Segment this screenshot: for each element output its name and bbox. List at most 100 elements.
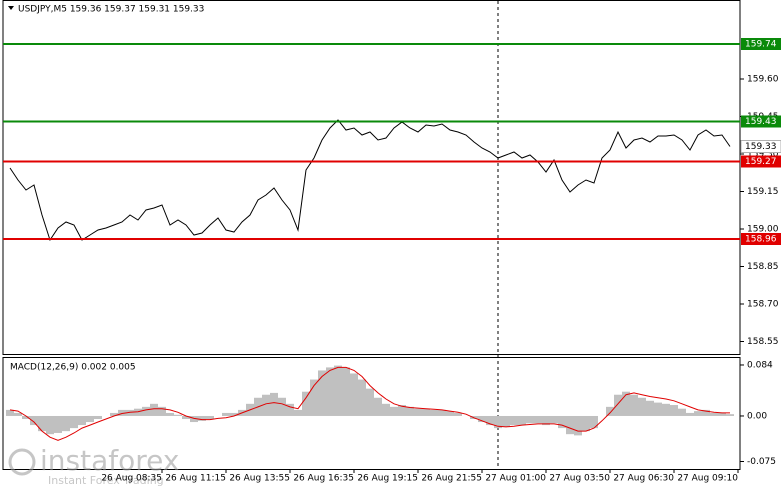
macd-bar <box>422 408 430 416</box>
macd-bar <box>654 402 662 416</box>
macd-bar <box>286 403 294 416</box>
macd-bar <box>150 403 158 416</box>
macd-bar <box>198 415 206 421</box>
macd-bar <box>478 415 486 423</box>
level-box <box>741 233 781 245</box>
level-label: 159.43 <box>745 117 777 127</box>
macd-bar <box>550 415 558 424</box>
y-tick-label: 158.85 <box>747 262 779 272</box>
macd-bar <box>54 415 62 433</box>
macd-bar <box>662 403 670 416</box>
macd-bar <box>510 415 518 426</box>
macd-bar <box>30 415 38 426</box>
current-price-box <box>740 140 781 153</box>
header: USDJPY,M5 159.36 159.37 159.31 159.33 <box>18 5 204 15</box>
x-tick-label: 27 Aug 01:00 <box>485 474 546 484</box>
signal-line <box>9 366 730 441</box>
y-tick-label: 159.60 <box>747 75 779 85</box>
macd-bar <box>702 409 710 416</box>
macd-bar <box>94 415 102 420</box>
x-tick-label: 26 Aug 21:55 <box>421 474 482 484</box>
level-label: 158.96 <box>745 235 777 245</box>
macd-bar <box>622 391 630 416</box>
level-label: 159.74 <box>745 40 777 50</box>
y-tick-label: 0.084 <box>747 360 773 370</box>
macd-bar <box>14 412 22 416</box>
x-tick-label: 27 Aug 09:10 <box>677 474 738 484</box>
macd-bar <box>446 411 454 416</box>
macd-bar <box>206 415 214 420</box>
y-tick-label: -0.075 <box>747 457 776 467</box>
macd-bar <box>630 394 638 416</box>
macd-bar <box>78 415 86 426</box>
macd-bar <box>38 415 46 432</box>
level-box <box>741 38 781 50</box>
macd-bar <box>310 379 318 416</box>
macd-bar <box>62 415 70 432</box>
macd-bar <box>582 415 590 432</box>
macd-bar <box>182 415 190 420</box>
macd-bar <box>158 406 166 416</box>
macd-bar <box>134 408 142 416</box>
x-tick-label: 26 Aug 13:55 <box>229 474 290 484</box>
x-tick-label: 27 Aug 06:30 <box>613 474 674 484</box>
watermark: instaforex Instant Forex Trading <box>8 444 179 487</box>
macd-bar <box>438 409 446 416</box>
macd-bar <box>222 412 230 416</box>
macd-bar <box>502 415 510 427</box>
macd-frame <box>2 357 741 470</box>
y-tick-label: 159.00 <box>747 225 779 235</box>
macd-bar <box>390 406 398 416</box>
level-box <box>741 155 781 168</box>
watermark-logo <box>8 448 36 476</box>
macd-bar <box>558 415 566 429</box>
macd-bar <box>406 406 414 416</box>
macd-bar <box>70 415 78 429</box>
macd-bar <box>118 409 126 416</box>
price-line <box>9 119 731 242</box>
macd-bar <box>694 411 702 416</box>
macd-bar <box>494 415 502 429</box>
x-tick-label: 26 Aug 08:35 <box>101 474 162 484</box>
macd-bar <box>294 409 302 416</box>
macd-bar <box>342 367 350 416</box>
macd-bar <box>414 408 422 416</box>
macd-bar <box>678 408 686 416</box>
macd-bar <box>174 414 182 416</box>
macd-bar <box>334 365 342 416</box>
macd-bar <box>526 415 534 424</box>
watermark-brand: instaforex <box>40 444 179 477</box>
macd-bar <box>110 412 118 416</box>
macd-bar <box>374 397 382 416</box>
macd-bar <box>318 370 326 416</box>
y-tick-label: 158.70 <box>747 300 779 310</box>
macd-bar <box>366 388 374 416</box>
macd-bar <box>6 409 14 416</box>
macd-bar <box>542 415 550 426</box>
macd-bar <box>326 367 334 416</box>
macd-bar <box>86 415 94 423</box>
x-tick-label: 26 Aug 11:15 <box>165 474 226 484</box>
macd-bar <box>398 405 406 416</box>
macd-bar <box>278 397 286 416</box>
y-tick-label: 159.30 <box>747 150 779 160</box>
level-label: 159.27 <box>745 157 777 167</box>
macd-bar <box>262 394 270 416</box>
macd-bar <box>718 412 726 416</box>
macd-bar <box>454 412 462 416</box>
macd-bar <box>230 412 238 416</box>
symbol-icon <box>8 6 14 10</box>
macd-bar <box>430 409 438 416</box>
macd-bar <box>166 412 174 416</box>
macd-title: MACD(12,26,9) 0.002 0.005 <box>10 363 136 373</box>
macd-bar <box>534 415 542 424</box>
macd-bar <box>22 415 30 420</box>
macd-bar <box>350 373 358 416</box>
macd-bar <box>126 409 134 416</box>
macd-bar <box>606 406 614 416</box>
macd-bar <box>638 397 646 416</box>
macd-bar <box>518 415 526 426</box>
level-box <box>741 115 781 128</box>
